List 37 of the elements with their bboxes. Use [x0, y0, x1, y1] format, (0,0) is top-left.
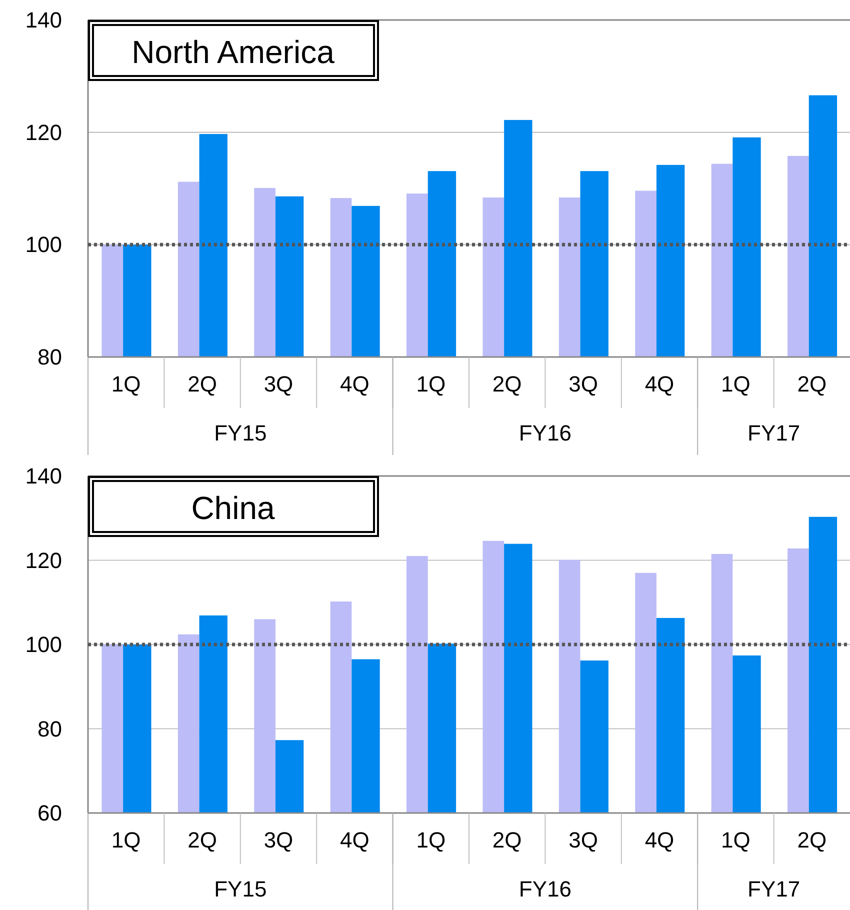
y-tick-label: 80 [38, 716, 62, 742]
text: FY16 [518, 420, 572, 446]
x-tick-label: 2Q [797, 828, 827, 852]
x-tick-label: 3Q [568, 828, 598, 852]
x-tick-label: 2Q [188, 828, 217, 852]
y-tick-label: 60 [38, 800, 62, 826]
x-tick-label: 2Q [492, 828, 522, 852]
x-tick-label: 1Q [111, 828, 141, 852]
x-tick-label: 1Q [416, 828, 446, 852]
x-tick-label: 2Q [797, 372, 827, 396]
x-tick-label: 4Q [644, 828, 674, 852]
y-tick-label: 80 [38, 344, 62, 370]
text: FY17 [748, 876, 800, 902]
x-tick-label: 3Q [568, 372, 598, 396]
x-tick-label: 1Q [721, 828, 750, 852]
y-tick-label: 120 [25, 120, 62, 145]
text: FY16 [518, 876, 572, 902]
text: FY17 [748, 420, 800, 446]
x-tick-label: 3Q [264, 372, 294, 396]
x-tick-label: 1Q [721, 372, 750, 396]
y-tick-label: 140 [25, 464, 62, 488]
y-tick-label: 100 [25, 632, 62, 657]
x-tick-label: 4Q [340, 372, 370, 396]
x-tick-label: 4Q [340, 828, 370, 852]
chart-title: China [191, 490, 276, 526]
y-tick-label: 120 [25, 548, 62, 573]
x-tick-label: 2Q [188, 372, 217, 396]
x-tick-label: 3Q [264, 828, 294, 852]
y-tick-label: 100 [25, 232, 62, 258]
x-tick-label: 2Q [492, 372, 522, 396]
x-tick-label: 1Q [111, 372, 141, 396]
x-tick-label: 4Q [644, 372, 674, 396]
y-tick-label: 140 [25, 8, 62, 32]
text: FY15 [214, 420, 267, 446]
text: FY15 [214, 876, 267, 902]
chart-title: North America [132, 34, 335, 70]
x-tick-label: 1Q [416, 372, 446, 396]
